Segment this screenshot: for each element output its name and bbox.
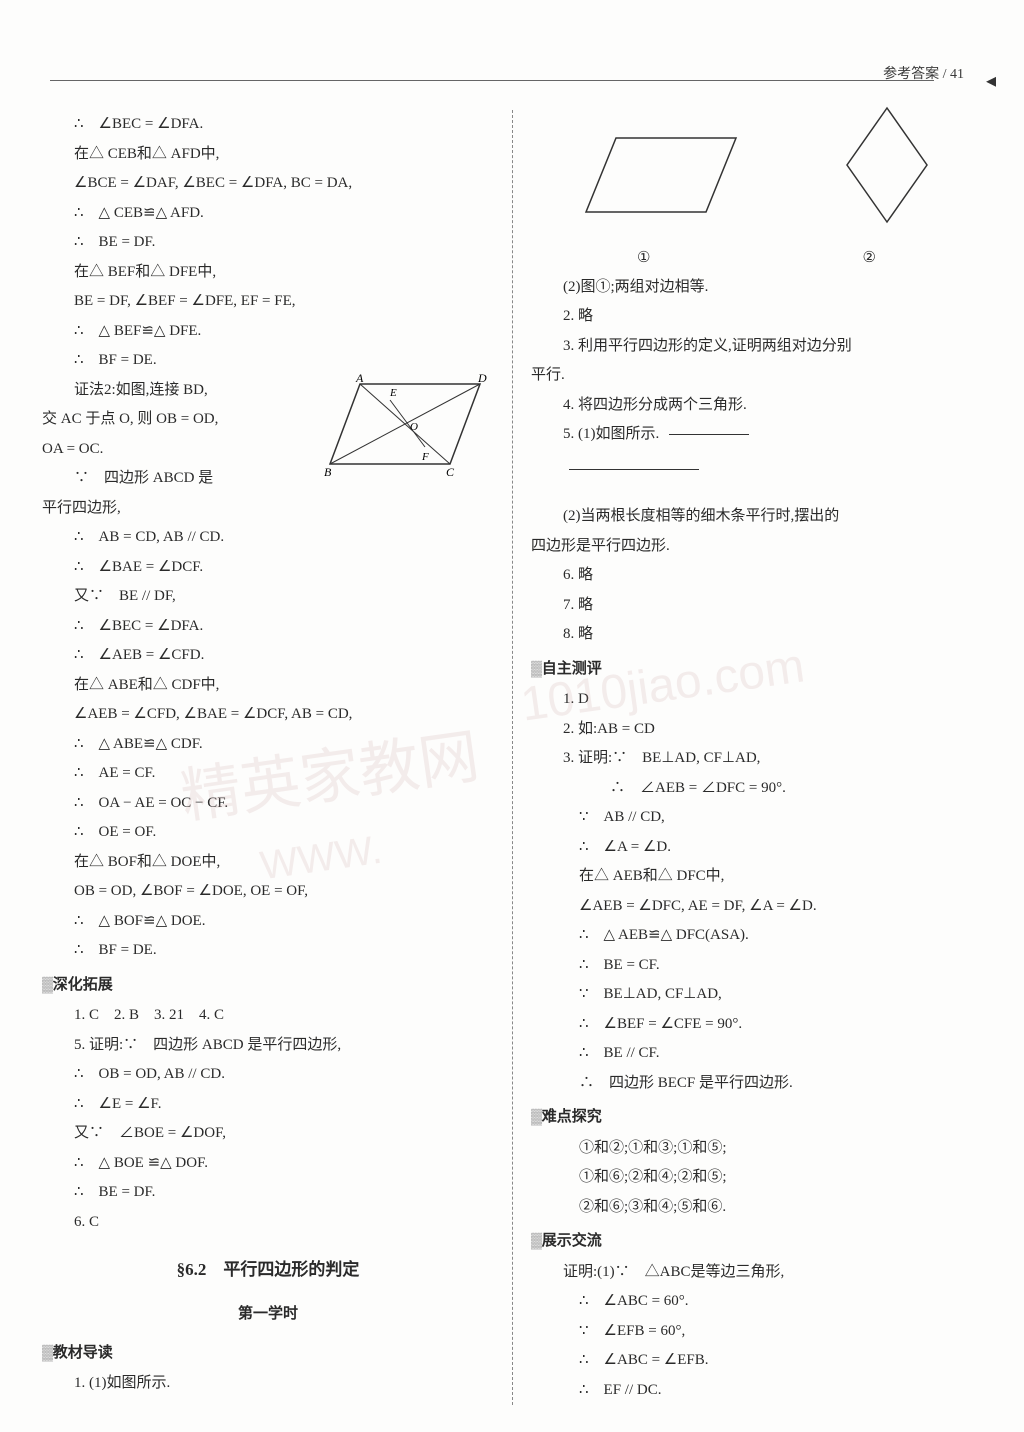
answer-line: 8. 略 xyxy=(531,620,982,649)
proof-line: ∴ ∠AEB = ∠CFD. xyxy=(42,641,494,670)
answer-line: ∵ AB // CD, xyxy=(531,803,982,832)
answer-line: ∵ BE⊥AD, CF⊥AD, xyxy=(531,980,982,1009)
proof-line: 在△ BOF和△ DOE中, xyxy=(42,848,494,877)
proof-line: ∠AEB = ∠CFD, ∠BAE = ∠DCF, AB = CD, xyxy=(42,700,494,729)
section-jiaocai: 教材导读 xyxy=(42,1339,494,1368)
proof-line: ∴ ∠BEC = ∠DFA. xyxy=(42,110,494,139)
section-zizhu: 自主测评 xyxy=(531,655,982,684)
answer-line xyxy=(531,455,982,484)
vertex-label: C xyxy=(446,465,455,479)
proof-line: ∴ △ BEF≌△ DFE. xyxy=(42,317,494,346)
answer-line: ∴ ∠AEB = ∠DFC = 90°. xyxy=(531,774,982,803)
answer-text: 5. (1)如图所示. xyxy=(563,426,659,442)
chapter-title: §6.2 平行四边形的判定 xyxy=(42,1254,494,1286)
corner-decor: ◂ xyxy=(986,62,996,100)
section-shenhua: 深化拓展 xyxy=(42,971,494,1000)
answer-line: ∠AEB = ∠DFC, AE = DF, ∠A = ∠D. xyxy=(531,892,982,921)
proof-line: ∴ AB = CD, AB // CD. xyxy=(42,523,494,552)
figure-row xyxy=(531,110,982,240)
left-column: ∴ ∠BEC = ∠DFA. 在△ CEB和△ AFD中, ∠BCE = ∠DA… xyxy=(30,110,512,1405)
answer-line: (2)图①;两组对边相等. xyxy=(531,273,982,302)
fig-label-1: ① xyxy=(637,244,650,273)
page-header: 参考答案 / 41 xyxy=(883,62,964,89)
proof-line: ∴ BE = DF. xyxy=(42,228,494,257)
vertex-label: A xyxy=(355,372,364,385)
section-nandian: 难点探究 xyxy=(531,1103,982,1132)
answer-line: 7. 略 xyxy=(531,591,982,620)
answer-line: ∴ ∠ABC = ∠EFB. xyxy=(531,1346,982,1375)
vertex-label: E xyxy=(389,387,397,399)
figure-labels: ① ② xyxy=(531,244,982,273)
proof-line: ∴ △ BOF≌△ DOE. xyxy=(42,907,494,936)
proof-line: ∠BCE = ∠DAF, ∠BEC = ∠DFA, BC = DA, xyxy=(42,169,494,198)
answer-line: 5. (1)如图所示. xyxy=(531,420,982,449)
answer-line: ∴ BE = CF. xyxy=(531,951,982,980)
answer-line: 3. 利用平行四边形的定义,证明两组对边分别 xyxy=(531,332,982,361)
answer-line: 在△ AEB和△ DFC中, xyxy=(531,862,982,891)
subchapter-title: 第一学时 xyxy=(42,1300,494,1329)
answer-line: 5. 证明:∵ 四边形 ABCD 是平行四边形, xyxy=(42,1031,494,1060)
section-zhanshi: 展示交流 xyxy=(531,1227,982,1256)
answer-line: ∴ ∠BEF = ∠CFE = 90°. xyxy=(531,1010,982,1039)
vertex-label: D xyxy=(477,372,487,385)
answer-line: 6. C xyxy=(42,1208,494,1237)
proof-line: 在△ CEB和△ AFD中, xyxy=(42,140,494,169)
right-column: ① ② (2)图①;两组对边相等. 2. 略 3. 利用平行四边形的定义,证明两… xyxy=(512,110,994,1405)
proof-line: 在△ ABE和△ CDF中, xyxy=(42,671,494,700)
proof-line: BE = DF, ∠BEF = ∠DFE, EF = FE, xyxy=(42,287,494,316)
figure-parallelogram xyxy=(576,120,746,241)
answer-line: 1. (1)如图所示. xyxy=(42,1369,494,1398)
proof-line: ∴ ∠BAE = ∠DCF. xyxy=(42,553,494,582)
proof-line: ∴ OE = OF. xyxy=(42,818,494,847)
proof-line: ∴ BF = DE. xyxy=(42,346,494,375)
proof-line: 在△ BEF和△ DFE中, xyxy=(42,258,494,287)
vertex-label: O xyxy=(410,421,418,433)
vertex-label: B xyxy=(324,465,332,479)
answer-line: ∴ EF // DC. xyxy=(531,1376,982,1405)
answer-line: ①和②;①和③;①和⑤; xyxy=(531,1134,982,1163)
answer-line: 1. D xyxy=(531,685,982,714)
answer-line: ∵ ∠EFB = 60°, xyxy=(531,1317,982,1346)
header-rule xyxy=(50,80,934,81)
answer-line: 2. 略 xyxy=(531,302,982,331)
answer-line: (2)当两根长度相等的细木条平行时,摆出的 xyxy=(531,502,982,531)
answer-line: 证明:(1)∵ △ABC是等边三角形, xyxy=(531,1258,982,1287)
content-columns: ∴ ∠BEC = ∠DFA. 在△ CEB和△ AFD中, ∠BCE = ∠DA… xyxy=(30,110,994,1405)
answer-line: ∴ △ BOE ≌△ DOF. xyxy=(42,1149,494,1178)
vertex-label: F xyxy=(421,451,429,463)
segment-figure xyxy=(669,434,749,435)
answer-line: ∴ ∠ABC = 60°. xyxy=(531,1287,982,1316)
answer-line: 平行. xyxy=(531,361,982,390)
proof-line: ∴ △ ABE≌△ CDF. xyxy=(42,730,494,759)
answer-line: ∴ ∠A = ∠D. xyxy=(531,833,982,862)
answer-line: 3. 证明:∵ BE⊥AD, CF⊥AD, xyxy=(531,744,982,773)
fig-label-2: ② xyxy=(863,244,876,273)
proof-line: 又∵ BE // DF, xyxy=(42,582,494,611)
answer-line: ①和⑥;②和④;②和⑤; xyxy=(531,1163,982,1192)
proof-line: 平行四边形, xyxy=(42,494,494,523)
proof-line: ∴ △ CEB≌△ AFD. xyxy=(42,199,494,228)
proof-line: ∴ OA − AE = OC − CF. xyxy=(42,789,494,818)
proof-line: ∴ ∠BEC = ∠DFA. xyxy=(42,612,494,641)
proof-line: ∴ AE = CF. xyxy=(42,759,494,788)
proof-line: ∴ BF = DE. xyxy=(42,936,494,965)
answer-line: ∴ BE // CF. xyxy=(531,1039,982,1068)
answer-line: ∴ ∠E = ∠F. xyxy=(42,1090,494,1119)
answer-line: ∴ OB = OD, AB // CD. xyxy=(42,1060,494,1089)
answer-line: ∴ BE = DF. xyxy=(42,1178,494,1207)
answer-line: 2. 如:AB = CD xyxy=(531,715,982,744)
answer-line: 又∵ ∠BOE = ∠DOF, xyxy=(42,1119,494,1148)
answer-line: ∴ 四边形 BECF 是平行四边形. xyxy=(531,1069,982,1098)
segment-figure xyxy=(569,469,699,470)
proof-line: OB = OD, ∠BOF = ∠DOE, OE = OF, xyxy=(42,877,494,906)
answer-line: ②和⑥;③和④;⑤和⑥. xyxy=(531,1193,982,1222)
answer-line: 4. 将四边形分成两个三角形. xyxy=(531,391,982,420)
answer-line: ∴ △ AEB≌△ DFC(ASA). xyxy=(531,921,982,950)
answer-line: 1. C 2. B 3. 21 4. C xyxy=(42,1001,494,1030)
parallelogram-diagram: A D C B E F O xyxy=(320,372,490,482)
answer-line: 6. 略 xyxy=(531,561,982,590)
answer-line: 四边形是平行四边形. xyxy=(531,532,982,561)
figure-rhombus xyxy=(837,100,937,241)
